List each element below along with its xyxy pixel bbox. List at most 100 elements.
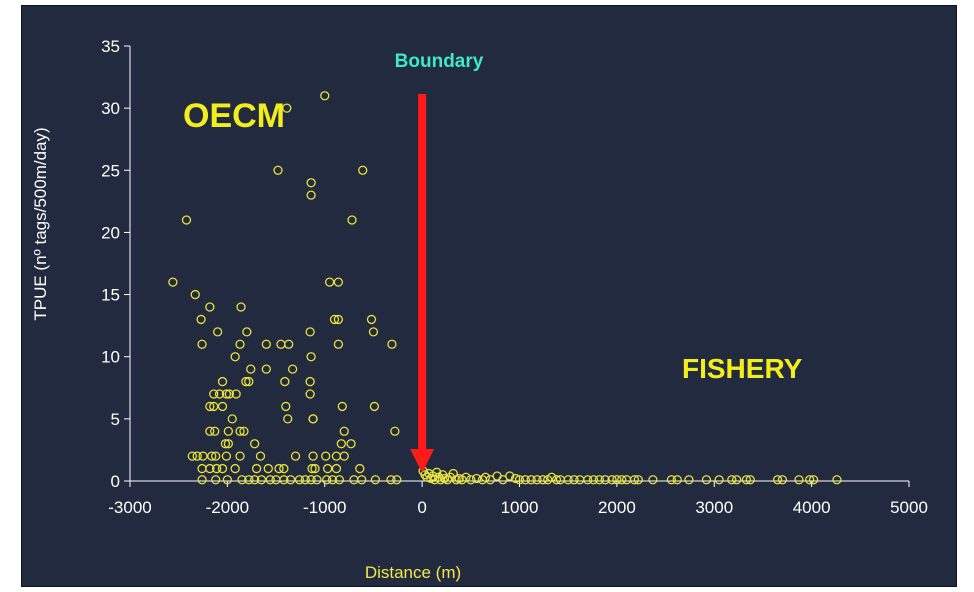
data-point (214, 389, 225, 399)
data-point (279, 475, 289, 485)
data-point (727, 475, 737, 485)
data-point (347, 215, 357, 225)
data-point (190, 289, 200, 300)
data-point (520, 475, 530, 485)
data-point (274, 463, 284, 474)
data-point (212, 327, 223, 337)
data-point (256, 475, 267, 485)
data-point (612, 475, 622, 485)
data-point (227, 414, 237, 424)
data-point (617, 475, 627, 485)
data-point (196, 314, 206, 325)
data-point (287, 364, 298, 374)
data-point (305, 389, 315, 399)
data-point (306, 190, 316, 200)
data-point (741, 475, 752, 485)
data-point (198, 451, 208, 461)
data-point (205, 302, 215, 312)
data-point (485, 475, 495, 485)
data-point (187, 451, 197, 461)
data-point (235, 451, 245, 461)
data-point (223, 439, 233, 449)
data-points (168, 91, 842, 485)
x-tick-label: -3000 (108, 498, 151, 517)
data-point (563, 475, 573, 485)
data-point (442, 475, 453, 485)
data-point (310, 463, 320, 474)
data-point (261, 364, 271, 374)
data-point (284, 339, 294, 349)
boundary-arrow-head (410, 449, 435, 473)
data-point (192, 451, 202, 461)
data-point (230, 352, 240, 362)
y-tick-label: 30 (101, 99, 120, 118)
data-point (283, 414, 293, 424)
x-axis-title: Distance (m) (365, 563, 461, 582)
data-point (333, 314, 344, 325)
data-point (510, 473, 521, 484)
data-point (197, 475, 207, 485)
data-point (369, 401, 380, 412)
data-point (346, 439, 356, 449)
data-point (387, 339, 397, 349)
data-point (241, 376, 251, 387)
data-point (621, 475, 632, 485)
data-point (209, 401, 219, 412)
data-point (331, 451, 342, 461)
data-point (390, 426, 400, 436)
data-point (263, 463, 273, 474)
y-ticks: 0 5 10 15 20 25 30 35 (101, 37, 130, 491)
data-point (294, 475, 305, 485)
chart-panel: 0 5 10 15 20 25 30 35 -3000 -2000 -1000 0 1000 2000 3… (21, 5, 957, 587)
data-point (337, 401, 347, 412)
data-point (805, 475, 815, 485)
data-point (777, 475, 788, 485)
y-tick-label: 15 (101, 286, 120, 305)
y-tick-label: 0 (111, 472, 120, 491)
data-point (282, 103, 292, 113)
data-point (210, 426, 220, 436)
data-point (242, 327, 252, 337)
data-point (435, 475, 446, 485)
data-point (181, 215, 192, 225)
data-point (235, 339, 245, 349)
data-point (306, 352, 316, 362)
data-point (588, 475, 599, 485)
data-point (714, 475, 724, 485)
data-point (205, 463, 215, 474)
data-point (472, 473, 482, 484)
data-point (230, 463, 240, 474)
data-point (701, 475, 712, 485)
data-point (306, 178, 316, 188)
data-point (480, 472, 491, 482)
data-point (308, 414, 318, 424)
data-point (583, 475, 593, 485)
data-point (370, 475, 381, 485)
data-point (212, 463, 222, 474)
data-point (305, 376, 315, 387)
data-point (392, 475, 402, 485)
data-point (731, 475, 742, 485)
data-point (334, 475, 345, 485)
data-point (217, 376, 228, 387)
data-point (526, 475, 536, 485)
data-point (358, 165, 368, 175)
data-point (794, 475, 804, 485)
data-point (265, 475, 275, 485)
data-point (546, 472, 557, 482)
data-point (666, 475, 677, 485)
data-point (217, 401, 228, 412)
data-point (327, 475, 338, 485)
y-tick-label: 25 (101, 161, 120, 180)
data-point (808, 475, 819, 485)
data-point (217, 463, 228, 474)
data-point (224, 389, 234, 399)
data-point (684, 475, 694, 485)
data-point (514, 475, 525, 485)
data-point (223, 426, 233, 436)
data-point (324, 277, 335, 287)
data-point (538, 475, 548, 485)
data-point (305, 327, 315, 337)
data-point (551, 475, 562, 485)
data-point (168, 277, 178, 287)
